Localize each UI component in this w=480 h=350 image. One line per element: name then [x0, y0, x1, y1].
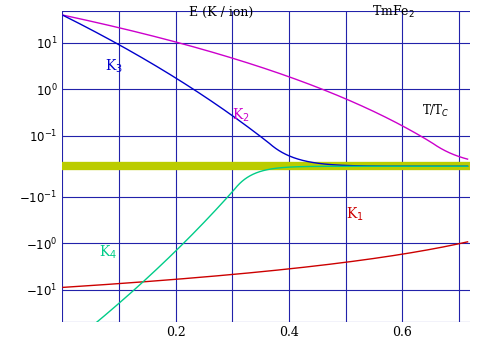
Text: E (K / ion): E (K / ion) — [189, 6, 253, 19]
Text: TmFe$_2$: TmFe$_2$ — [372, 4, 415, 20]
Text: K$_4$: K$_4$ — [99, 244, 117, 261]
Text: T/T$_C$: T/T$_C$ — [422, 103, 450, 119]
Text: K$_2$: K$_2$ — [232, 107, 250, 124]
Text: K$_1$: K$_1$ — [346, 206, 363, 223]
Text: K$_3$: K$_3$ — [105, 58, 123, 75]
